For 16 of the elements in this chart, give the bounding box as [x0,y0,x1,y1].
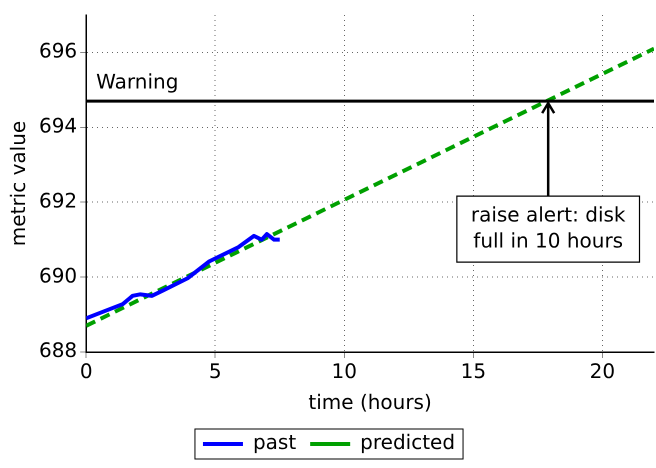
y-tick-label: 692 [38,188,78,212]
y-tick-label: 690 [38,263,78,288]
legend-label: predicted [360,430,456,454]
y-tick-label: 694 [38,114,78,138]
annotation: raise alert: disk full in 10 hours [470,202,626,252]
x-axis-title: time (hours) [308,390,432,414]
y-tick-label: 696 [38,38,78,63]
x-tick-label: 0 [80,359,93,384]
x-tick-label: 20 [590,359,616,384]
x-tick-label: 10 [332,359,358,384]
x-tick-label: 5 [208,359,222,384]
legend-label: past [252,430,296,454]
y-axis-title: metric value [6,120,30,246]
x-tick-label: 15 [460,359,486,384]
y-tick-label: 688 [38,338,78,362]
ref-line-label: Warning [96,69,178,94]
